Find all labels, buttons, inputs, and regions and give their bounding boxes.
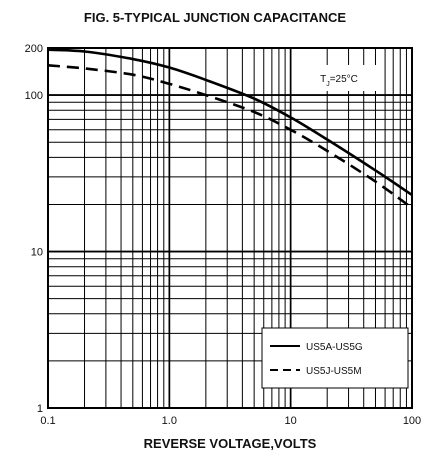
- y-tick-label: 1: [37, 403, 43, 415]
- series-layer: [47, 48, 413, 209]
- legend-box: [261, 327, 409, 389]
- y-tick-label: 10: [31, 247, 43, 259]
- x-tick-label: 0.1: [40, 415, 55, 427]
- legend-label-series-1: US5A-US5G: [306, 342, 363, 353]
- legend-label-series-2: US5J-US5M: [306, 366, 362, 377]
- x-axis-label: REVERSE VOLTAGE,VOLTS: [144, 436, 317, 451]
- svg-text:TJ=25°C: TJ=25°C: [320, 74, 358, 88]
- tick-labels: 0.1 1.0 10 100 1 10 100 200: [25, 43, 422, 427]
- y-tick-label: 100: [25, 90, 43, 102]
- x-tick-label: 100: [403, 415, 421, 427]
- legend: US5A-US5G US5J-US5M: [261, 327, 409, 389]
- plot-frame: [47, 47, 413, 409]
- temperature-annotation: TJ=25°C: [300, 65, 378, 91]
- series-line-1: [47, 48, 413, 197]
- x-tick-label: 10: [285, 415, 297, 427]
- chart-title: FIG. 5-TYPICAL JUNCTION CAPACITANCE: [84, 10, 347, 25]
- annotation-value: =25°C: [330, 74, 358, 85]
- x-tick-label: 1.0: [162, 415, 177, 427]
- y-tick-label: 200: [25, 43, 43, 55]
- series-line-2: [47, 64, 413, 209]
- annotation-subscript: J: [326, 81, 330, 88]
- annotation-symbol: T: [320, 74, 326, 85]
